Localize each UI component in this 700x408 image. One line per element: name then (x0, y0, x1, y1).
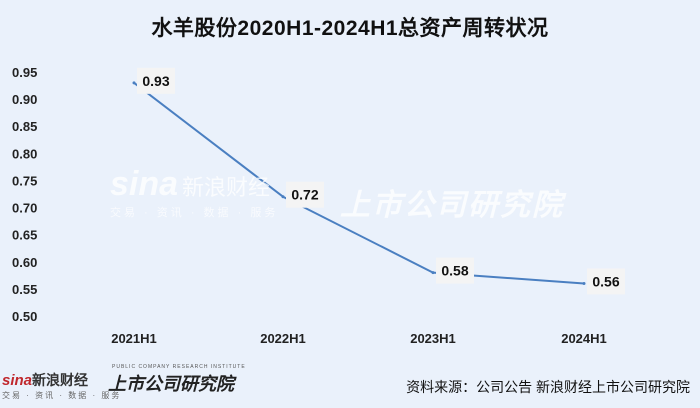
series-segment (133, 82, 284, 198)
footer-brand: 上市公司研究院 (108, 374, 234, 394)
data-point (431, 271, 435, 275)
y-axis: 0.95 0.90 0.85 0.80 0.75 0.70 0.65 0.60 0.55 0.50 (12, 65, 37, 324)
data-label: 0.72 (291, 187, 318, 203)
y-tick-label: 0.65 (12, 228, 37, 243)
footer-brand-sub: PUBLIC COMPANY RESEARCH INSTITUTE (112, 364, 246, 370)
y-tick-label: 0.50 (12, 309, 37, 324)
footer-name: 新浪财经 (32, 372, 89, 388)
y-tick-label: 0.85 (12, 119, 37, 134)
data-labels: 0.93 0.72 0.58 0.56 (137, 67, 625, 295)
y-tick-label: 0.90 (12, 92, 37, 107)
series-segment (282, 195, 434, 274)
data-label: 0.56 (592, 273, 619, 289)
institute-watermark: 上市公司研究院 (340, 189, 564, 222)
line-chart: 0.95 0.90 0.85 0.80 0.75 0.70 0.65 0.60 0.55 0.50… (12, 65, 625, 346)
data-label-box (286, 181, 324, 208)
data-point (281, 195, 285, 199)
footer-sina-logo: sina (2, 372, 33, 389)
y-tick-label: 0.60 (12, 255, 37, 270)
x-tick-label: 2021H1 (111, 331, 157, 346)
y-tick-label: 0.80 (12, 146, 37, 161)
data-label-box (137, 67, 175, 94)
y-tick-label: 0.95 (12, 65, 37, 80)
x-tick-label: 2022H1 (260, 331, 306, 346)
data-label: 0.58 (441, 263, 468, 279)
footer-logo: sina新浪财经 交易 · 资讯 · 数据 · 服务 (2, 370, 121, 401)
x-tick-label: 2024H1 (561, 331, 607, 346)
y-tick-label: 0.55 (12, 282, 37, 297)
chart-title: 水羊股份2020H1-2024H1总资产周转状况 (151, 17, 549, 40)
data-label: 0.93 (142, 73, 169, 89)
y-tick-label: 0.75 (12, 173, 37, 188)
data-point (582, 281, 586, 285)
x-axis: 2021H1 2022H1 2023H1 2024H1 (111, 331, 607, 346)
footer-sub: 交易 · 资讯 · 数据 · 服务 (2, 391, 122, 400)
data-label-box (587, 268, 625, 295)
y-tick-label: 0.70 (12, 201, 37, 216)
data-label-box (436, 257, 474, 284)
x-tick-label: 2023H1 (410, 331, 456, 346)
data-point (132, 81, 136, 85)
source-note: 资料来源：公司公告 新浪财经上市公司研究院 (406, 379, 690, 395)
